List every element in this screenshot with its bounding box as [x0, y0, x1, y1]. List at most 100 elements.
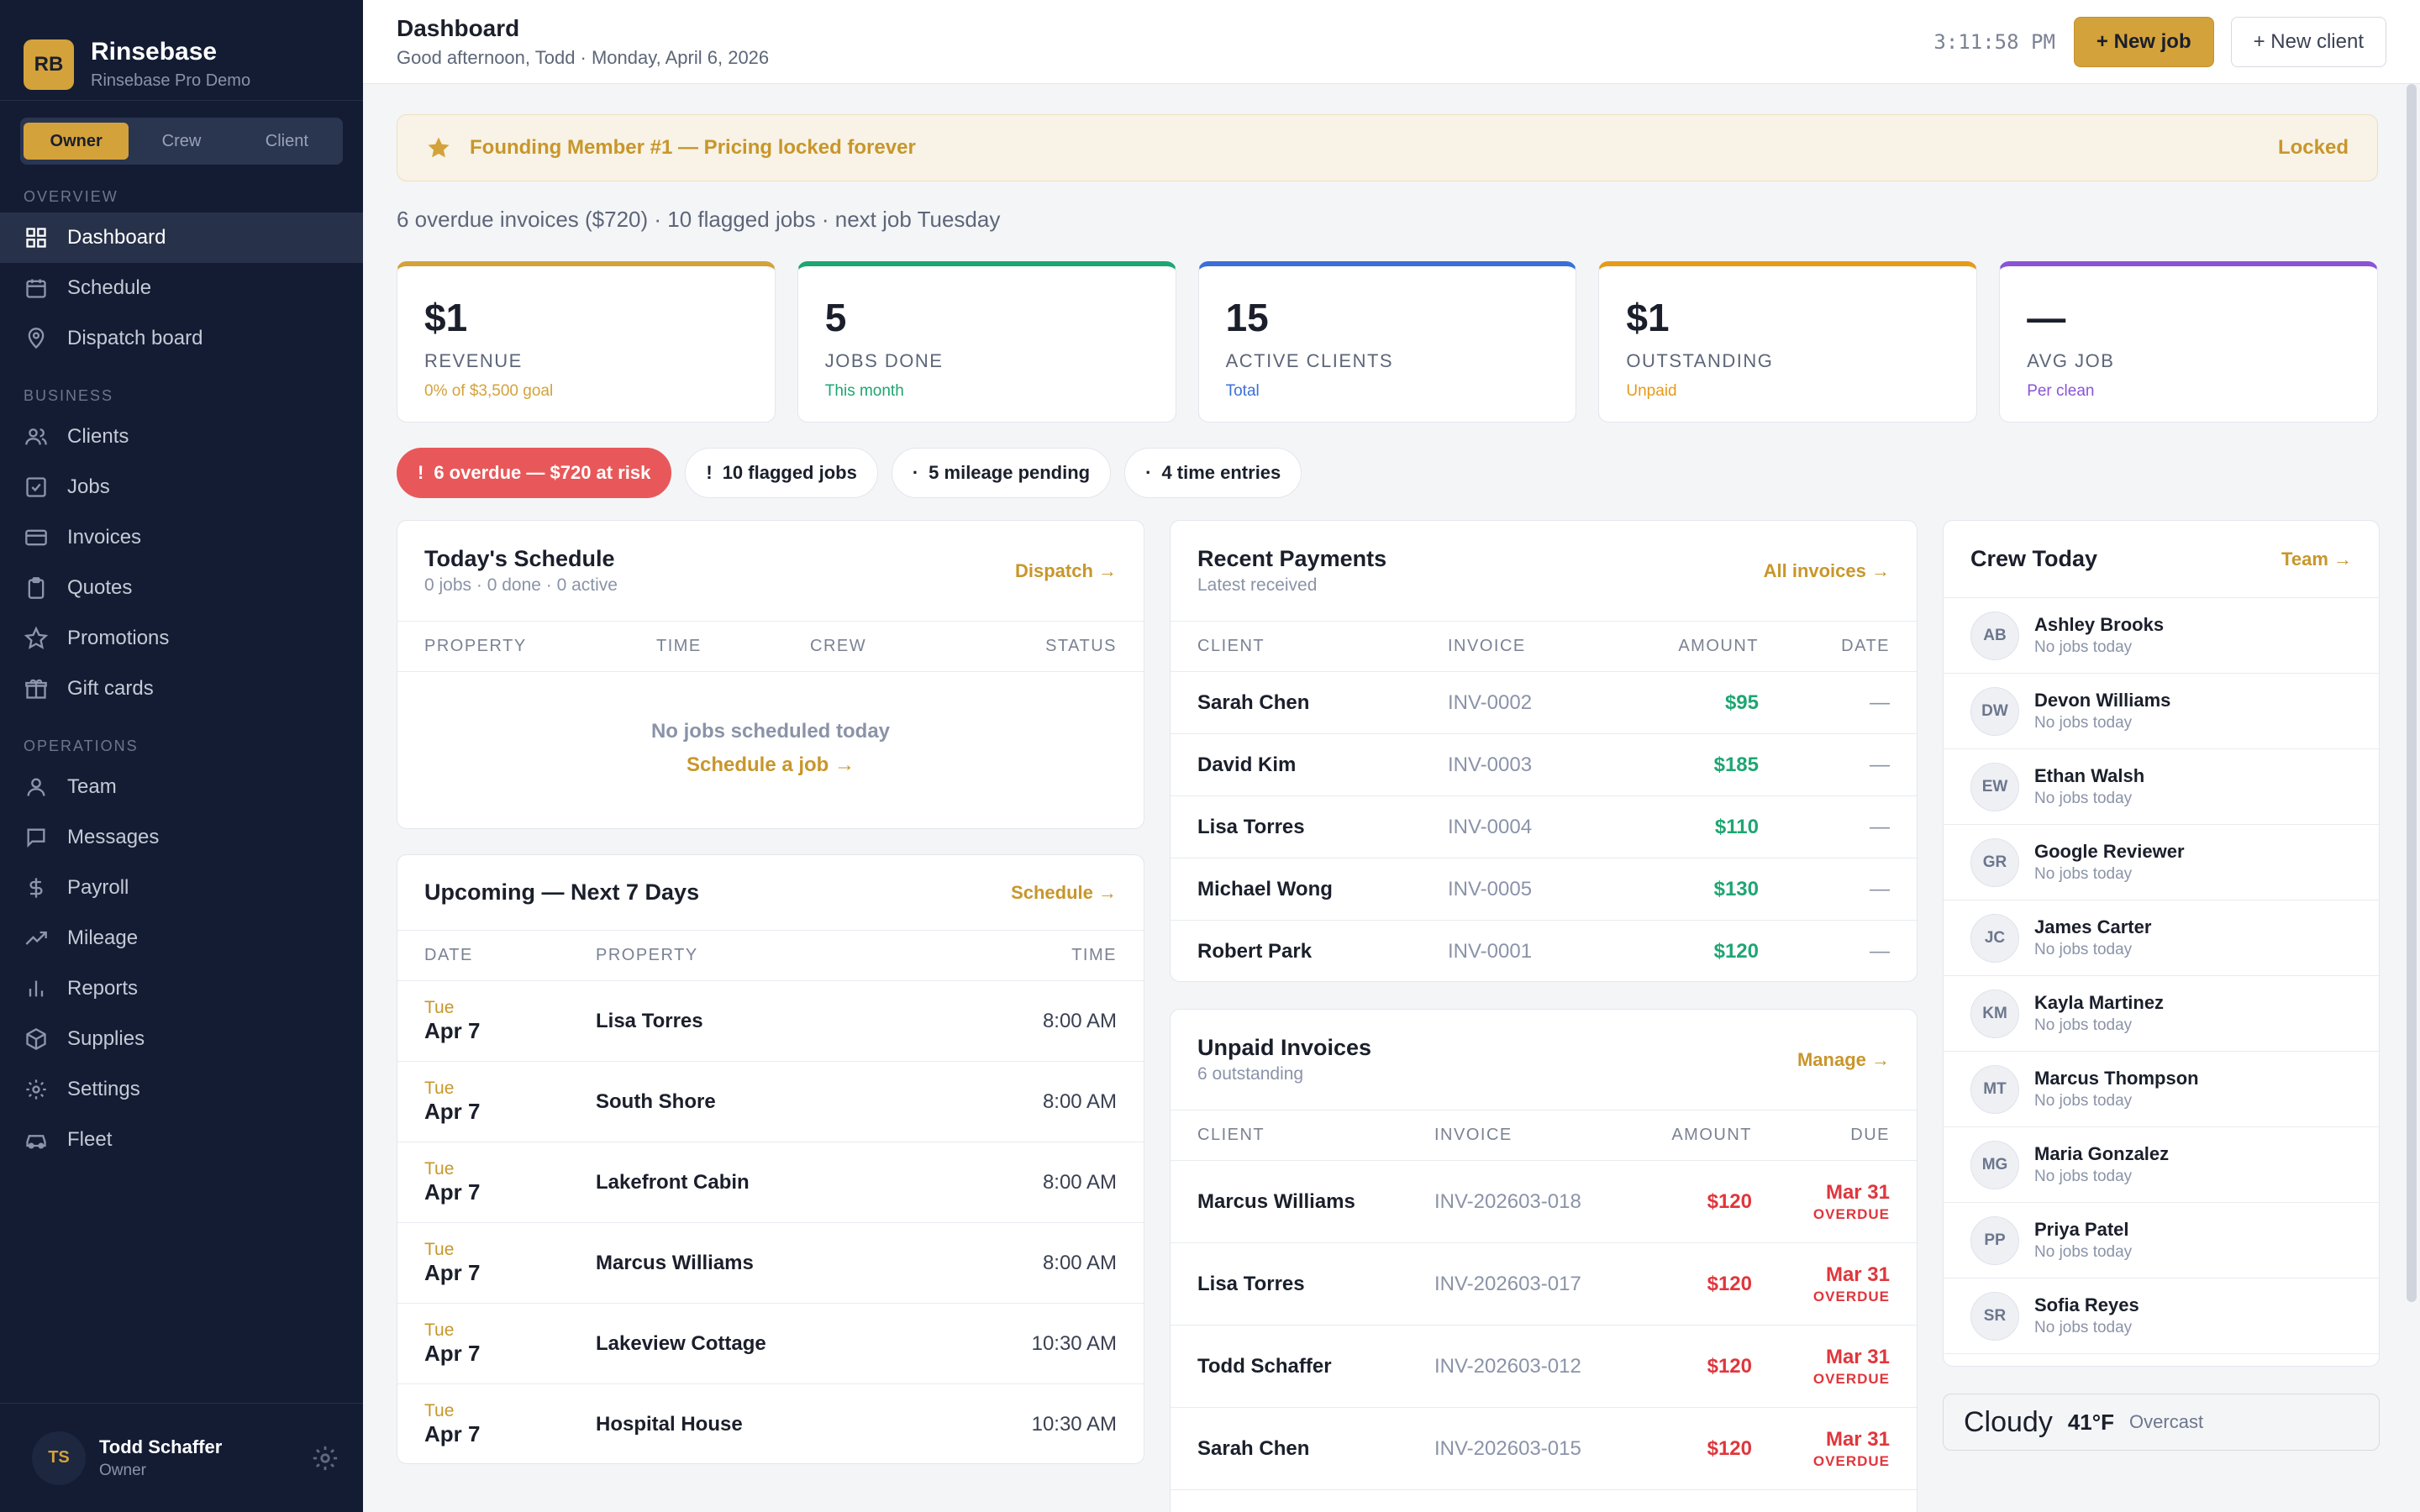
crew-member[interactable]: MG Maria Gonzalez No jobs today	[1944, 1127, 2379, 1203]
sidebar-item-schedule[interactable]: Schedule	[0, 263, 363, 313]
sidebar-item-dashboard[interactable]: Dashboard	[0, 213, 363, 263]
crew-member[interactable]: SR Sofia Reyes No jobs today	[1944, 1278, 2379, 1354]
amount-cell: $120	[1707, 1436, 1752, 1460]
card-title: Recent Payments	[1197, 546, 1387, 571]
role-switcher: Owner Crew Client	[20, 118, 343, 165]
kpi-value: $1	[424, 296, 468, 339]
client-cell: Marcus Williams	[1197, 1189, 1355, 1213]
table-header: PROPERTY TIME CREW STATUS	[397, 622, 1144, 672]
sidebar-item-settings[interactable]: Settings	[0, 1064, 363, 1115]
manage-link[interactable]: Manage →	[1797, 1048, 1890, 1070]
users-icon	[24, 424, 49, 449]
sidebar-item-clients[interactable]: Clients	[0, 412, 363, 462]
table-row[interactable]: Lisa Torres INV-202603-017 $120 Mar 31 OVERD…	[1171, 1243, 1917, 1326]
alert-chip[interactable]: ! 10 flagged jobs	[685, 448, 878, 498]
sidebar-item-messages[interactable]: Messages	[0, 812, 363, 863]
sidebar-item-reports[interactable]: Reports	[0, 963, 363, 1014]
sidebar-item-jobs[interactable]: Jobs	[0, 462, 363, 512]
table-row[interactable]: Marcus Williams INV-202603-018 $120 Mar 31 O…	[1171, 1161, 1917, 1243]
table-row[interactable]: Robert Park INV-0001 $120 —	[1171, 921, 1917, 981]
crew-status: No jobs today	[2034, 790, 2133, 807]
new-client-button[interactable]: + New client	[2230, 16, 2386, 67]
date-label: Apr 7	[424, 1179, 481, 1205]
role-owner-button[interactable]: Owner	[24, 123, 129, 160]
scrollbar[interactable]	[2407, 84, 2417, 1302]
crew-member[interactable]: DW Devon Williams No jobs today	[1944, 674, 2379, 749]
table-row[interactable]: Tue Apr 7 Lisa Torres 8:00 AM	[397, 981, 1144, 1062]
kpi-subtext: Unpaid	[1626, 382, 1677, 400]
crew-status: No jobs today	[2034, 1168, 2133, 1185]
sidebar-item-quotes[interactable]: Quotes	[0, 563, 363, 613]
table-row[interactable]: Sarah Chen INV-202603-015 $120 Mar 31 OVERDU…	[1171, 1408, 1917, 1490]
crew-member[interactable]: JC James Carter No jobs today	[1944, 900, 2379, 976]
crew-name: Maria Gonzalez	[2034, 1143, 2170, 1164]
sidebar-item-supplies[interactable]: Supplies	[0, 1014, 363, 1064]
todays-schedule-card: Today's Schedule 0 jobs · 0 done · 0 act…	[397, 520, 1144, 829]
crew-status: No jobs today	[2034, 941, 2133, 958]
avatar: AB	[1970, 611, 2019, 660]
table-row[interactable]: Sarah Chen INV-0002 $95 —	[1171, 672, 1917, 734]
user-profile[interactable]: TS Todd Schaffer Owner	[0, 1403, 363, 1512]
sidebar-item-dispatch-board[interactable]: Dispatch board	[0, 313, 363, 364]
clipboard-icon	[24, 575, 49, 601]
column-header: PROPERTY	[424, 637, 527, 655]
all-invoices-link[interactable]: All invoices →	[1763, 559, 1890, 581]
invoice-cell: INV-202603-017	[1434, 1272, 1581, 1295]
sidebar-item-label: Reports	[67, 977, 139, 1000]
crew-member[interactable]: AB Ashley Brooks No jobs today	[1944, 598, 2379, 674]
alert-chip[interactable]: ! 6 overdue — $720 at risk	[397, 448, 672, 498]
schedule-job-link[interactable]: Schedule a job →	[686, 753, 855, 776]
alert-chip[interactable]: · 4 time entries	[1124, 448, 1302, 498]
sidebar-item-label: Mileage	[67, 927, 139, 949]
table-row[interactable]: Lisa Torres INV-0004 $110 —	[1171, 796, 1917, 858]
sidebar-item-payroll[interactable]: Payroll	[0, 863, 363, 913]
sidebar-item-label: Clients	[67, 425, 129, 448]
table-row[interactable]: Tue Apr 7 Lakefront Cabin 8:00 AM	[397, 1142, 1144, 1223]
alert-chip[interactable]: · 5 mileage pending	[891, 448, 1112, 498]
kpi-subtext: Per clean	[2027, 382, 2095, 400]
page-title: Dashboard	[397, 14, 520, 41]
crew-member[interactable]: PP Priya Patel No jobs today	[1944, 1203, 2379, 1278]
sidebar-item-gift-cards[interactable]: Gift cards	[0, 664, 363, 714]
kpi-row: $1 REVENUE 0% of $3,500 goal 5 JOBS DONE This…	[397, 261, 2378, 423]
table-row[interactable]: Todd Schaffer INV-202603-012 $120 Mar 31 OVE…	[1171, 1326, 1917, 1408]
time-cell: 8:00 AM	[1042, 1170, 1117, 1194]
column-header: INVOICE	[1448, 637, 1526, 655]
kpi-label: OUTSTANDING	[1626, 350, 1774, 371]
chip-marker: !	[706, 462, 713, 483]
crew-member[interactable]: KM Kayla Martinez No jobs today	[1944, 976, 2379, 1052]
sidebar-item-invoices[interactable]: Invoices	[0, 512, 363, 563]
role-crew-button[interactable]: Crew	[161, 131, 202, 150]
amount-cell: $120	[1707, 1354, 1752, 1378]
crew-member[interactable]: MT Marcus Thompson No jobs today	[1944, 1052, 2379, 1127]
kpi-label: AVG JOB	[2027, 350, 2115, 371]
crew-member[interactable]: EW Ethan Walsh No jobs today	[1944, 749, 2379, 825]
crew-status: No jobs today	[2034, 1092, 2133, 1110]
crew-member[interactable]: GR Google Reviewer No jobs today	[1944, 825, 2379, 900]
sidebar-item-mileage[interactable]: Mileage	[0, 913, 363, 963]
dollar-icon	[24, 875, 49, 900]
new-job-button[interactable]: + New job	[2073, 16, 2214, 67]
amount-cell: $120	[1713, 939, 1759, 963]
team-link[interactable]: Team →	[2281, 548, 2352, 570]
table-row[interactable]: Tue Apr 7 Hospital House 10:30 AM	[397, 1384, 1144, 1463]
dispatch-link[interactable]: Dispatch →	[1014, 559, 1117, 581]
schedule-link[interactable]: Schedule →	[1011, 881, 1117, 903]
table-row[interactable]: David Kim INV-0003 $185 —	[1171, 734, 1917, 796]
sidebar-item-team[interactable]: Team	[0, 762, 363, 812]
unpaid-invoices-card: Unpaid Invoices 6 outstanding Manage → C…	[1170, 1009, 1918, 1512]
overdue-badge: OVERDUE	[1812, 1205, 1890, 1222]
table-row[interactable]: Tue Apr 7 Marcus Williams 8:00 AM	[397, 1223, 1144, 1304]
crew-status: No jobs today	[2034, 714, 2133, 732]
sidebar-item-promotions[interactable]: Promotions	[0, 613, 363, 664]
gear-icon[interactable]	[311, 1444, 339, 1473]
table-row[interactable]: Tue Apr 7 South Shore 8:00 AM	[397, 1062, 1144, 1142]
crew-today-card: Crew Today Team → AB Ashley Brooks No jobs…	[1943, 520, 2380, 1367]
table-row[interactable]: Tue Apr 7 Lakeview Cottage 10:30 AM	[397, 1304, 1144, 1384]
kpi-label: REVENUE	[424, 350, 523, 371]
role-client-button[interactable]: Client	[265, 131, 308, 150]
sidebar-item-fleet[interactable]: Fleet	[0, 1115, 363, 1165]
kpi-card: — AVG JOB Per clean	[1999, 261, 2378, 423]
chip-label: 6 overdue — $720 at risk	[434, 462, 651, 483]
table-row[interactable]: Michael Wong INV-0005 $130 —	[1171, 858, 1917, 921]
